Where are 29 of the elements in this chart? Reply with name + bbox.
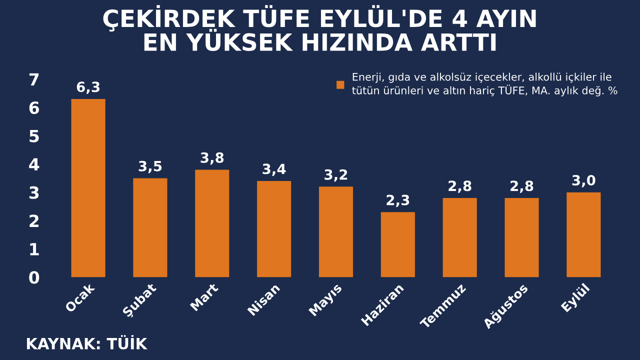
data-label: 2,8 (510, 180, 534, 193)
bar (133, 178, 168, 278)
chart-title: ÇEKİRDEK TÜFE EYLÜL'DE 4 AYIN EN YÜKSEK HIZINDA ARTTI (103, 5, 536, 52)
y-tick-label: 1 (30, 243, 39, 256)
bar (566, 192, 601, 278)
bar (195, 170, 230, 278)
y-tick-label: 7 (29, 73, 39, 86)
legend-label: Enerji, gıda ve alkolsüz içecekler, alkollü içkiler ile tütün ürünleri ve altın hariç TÜFE, MA. aylık değ. % (352, 72, 618, 96)
y-tick-label: 3 (29, 186, 39, 199)
y-tick-label: 6 (29, 101, 40, 114)
bar (504, 198, 539, 278)
data-label: 3,0 (572, 174, 596, 188)
bar (257, 181, 292, 278)
data-label: 3,8 (200, 152, 224, 165)
y-tick-label: 0 (29, 271, 40, 284)
data-label: 3,5 (138, 160, 162, 174)
data-label: 3,4 (262, 164, 286, 176)
bar (380, 212, 415, 278)
data-label: 6,3 (76, 82, 100, 94)
y-tick-label: 5 (30, 130, 39, 142)
bar (318, 186, 354, 278)
data-label: 2,8 (448, 180, 472, 193)
data-label: 3,2 (324, 169, 348, 182)
data-label: 2,3 (386, 194, 410, 208)
bar (442, 198, 477, 278)
y-tick-label: 2 (30, 214, 38, 227)
bar (71, 99, 106, 278)
y-tick-label: 4 (29, 158, 40, 170)
text: KAYNAK: TÜİK (27, 335, 148, 350)
